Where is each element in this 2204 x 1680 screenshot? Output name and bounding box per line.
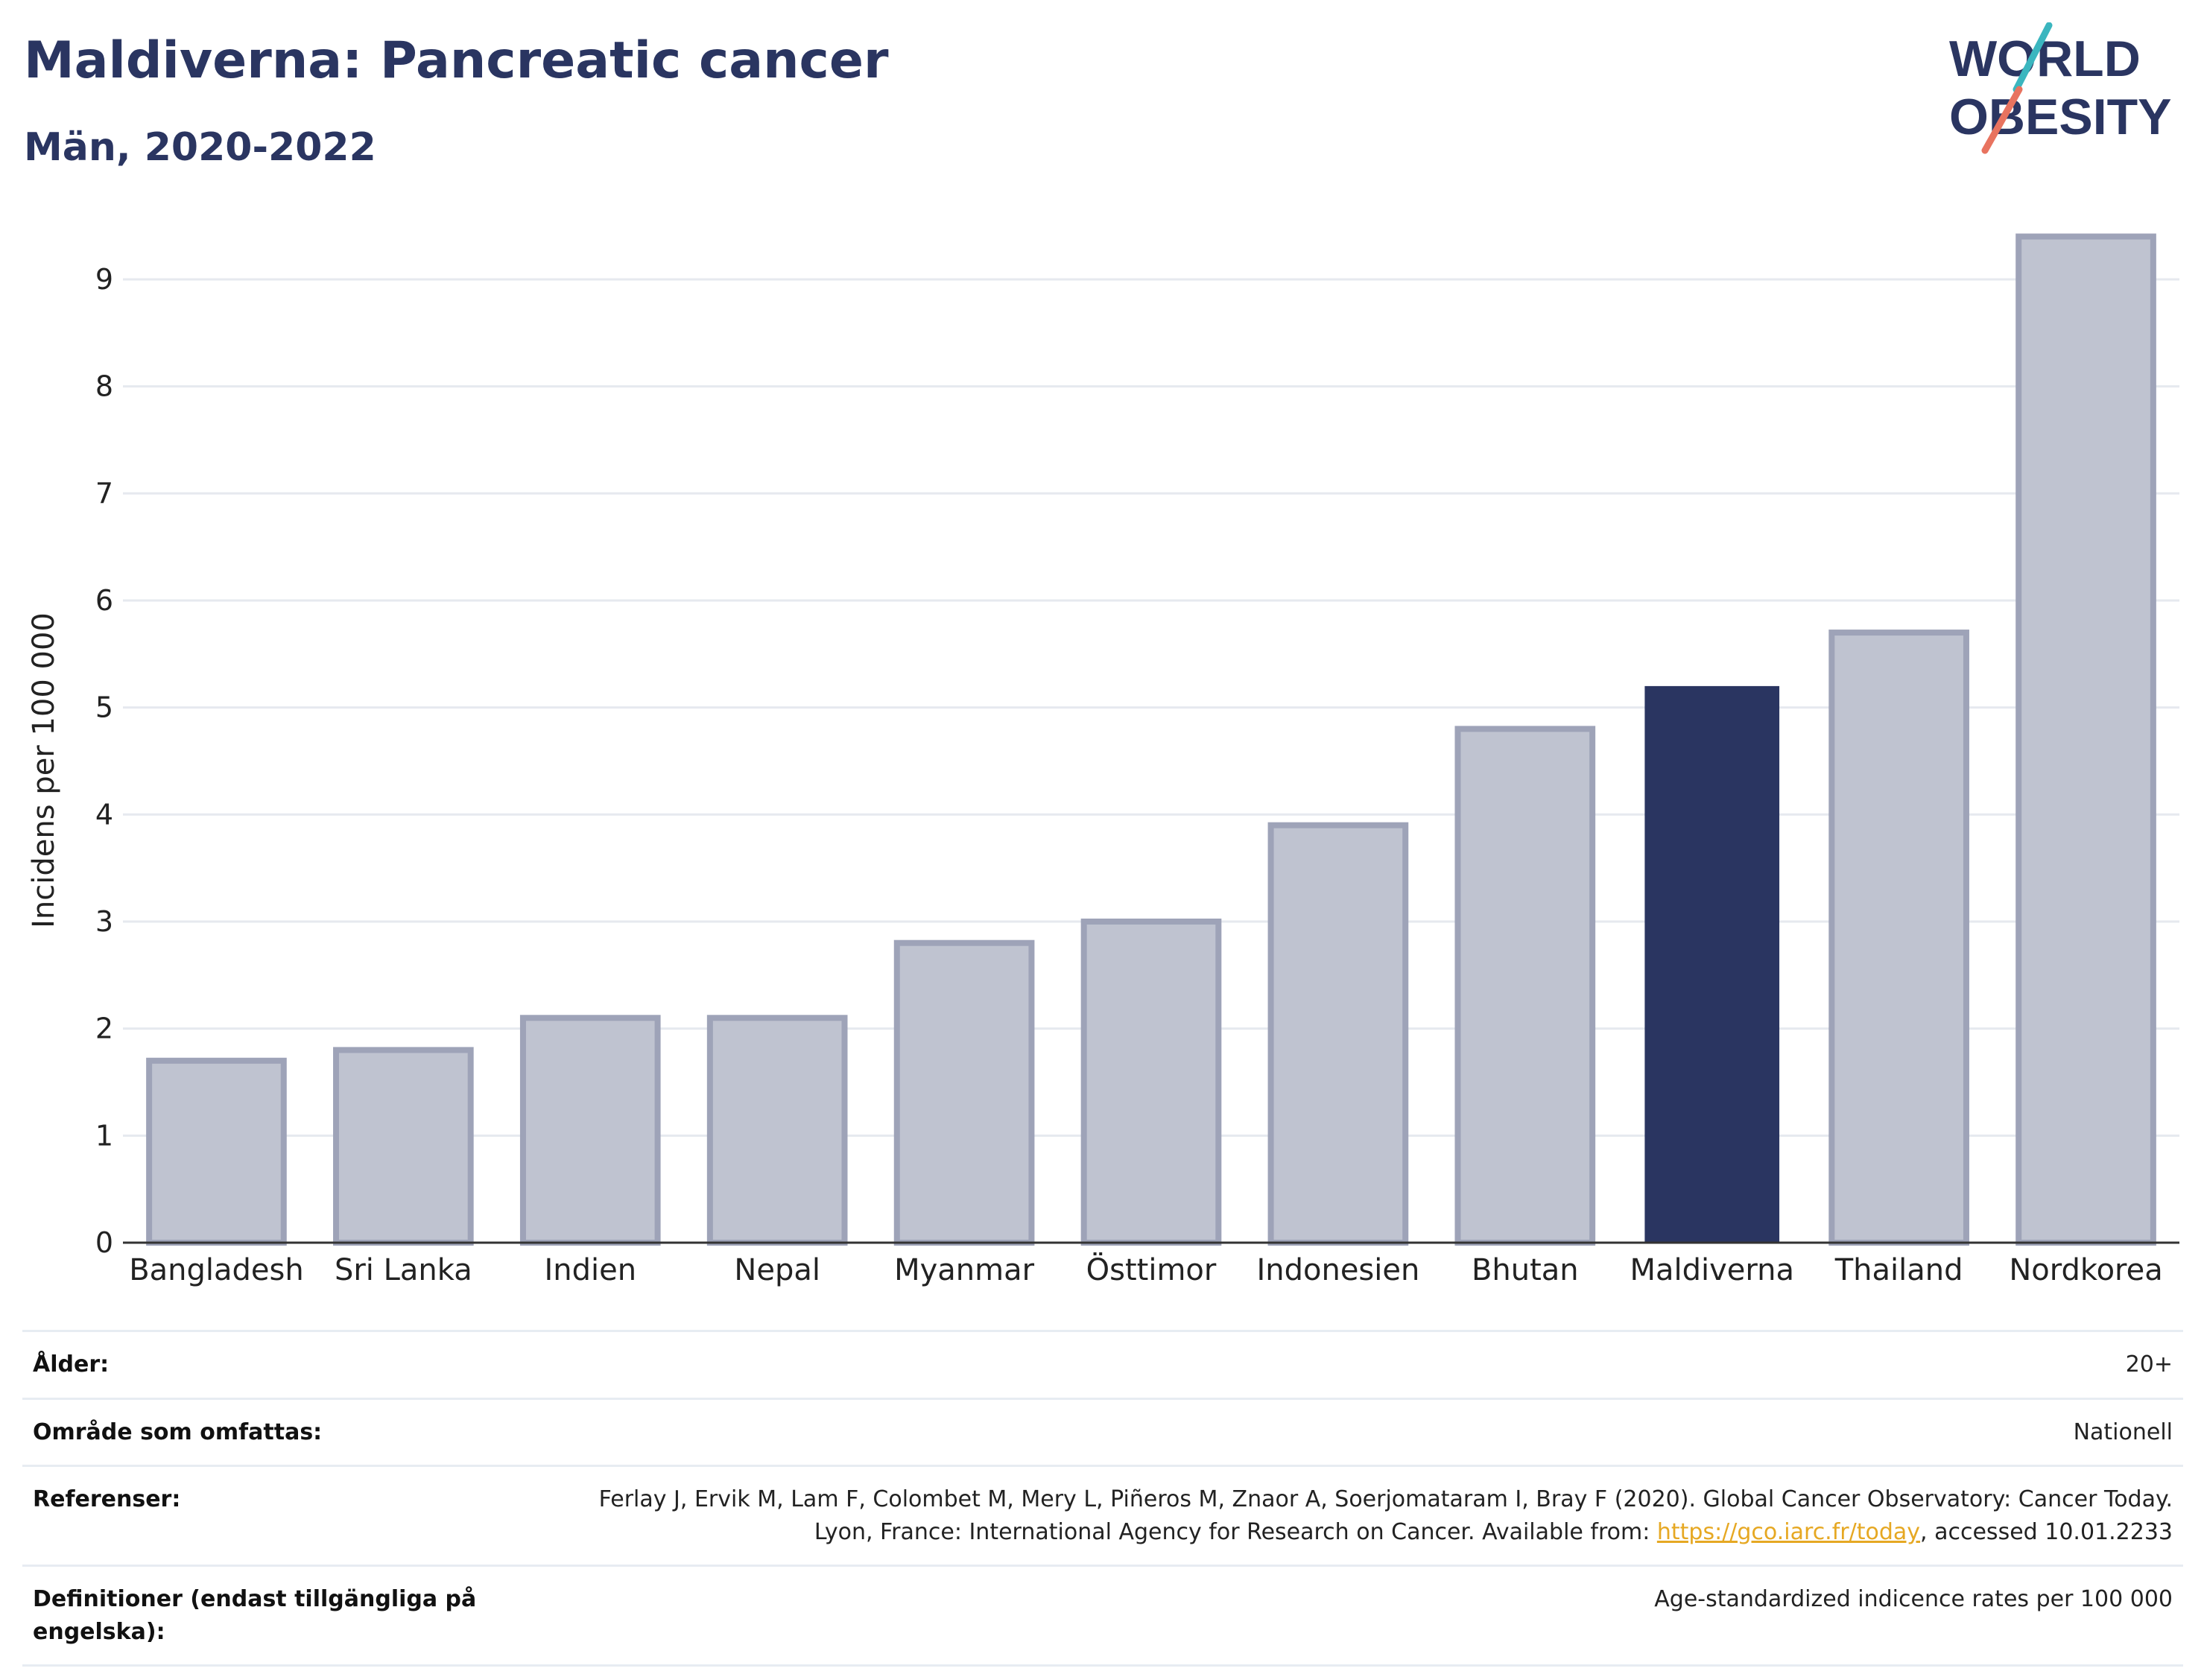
- references-text-2: , accessed 10.01.2233: [1920, 1518, 2173, 1545]
- info-row-area: Område som omfattas: Nationell: [22, 1397, 2183, 1466]
- bar: [146, 1057, 287, 1246]
- x-tick-label: Bangladesh: [129, 1253, 304, 1287]
- bar-chart: 0 1 2 3 4 5 6 7 8 9 Bangladesh Sri Lanka Indien Nepa…: [27, 233, 2179, 1287]
- y-tick-label: 9: [95, 263, 113, 296]
- x-tick-label: Indonesien: [1256, 1253, 1419, 1287]
- y-tick-label: 0: [95, 1226, 113, 1259]
- x-tick-label: Myanmar: [894, 1253, 1035, 1287]
- y-tick-label: 2: [95, 1012, 113, 1045]
- bar: [333, 1047, 474, 1246]
- references-link[interactable]: https://gco.iarc.fr/today: [1656, 1518, 1921, 1545]
- bar: [706, 1015, 848, 1246]
- references-value: Ferlay J, Ervik M, Lam F, Colombet M, Me…: [580, 1465, 2183, 1566]
- x-tick-label: Östtimor: [1086, 1252, 1217, 1287]
- info-row-definitions: Definitioner (endast tillgängliga på eng…: [22, 1565, 2183, 1667]
- definitions-label: Definitioner (endast tillgängliga på eng…: [22, 1565, 580, 1667]
- bar: [2015, 233, 2156, 1246]
- y-tick-label: 5: [95, 691, 113, 724]
- x-axis-ticks: Bangladesh Sri Lanka Indien Nepal Myanmar Öst…: [129, 1252, 2163, 1287]
- y-axis-label: Incidens per 100 000: [27, 612, 61, 928]
- x-tick-label: Indien: [544, 1253, 636, 1287]
- logo-line-obesity: OBESITY: [1949, 89, 2172, 145]
- bar-highlighted: [1644, 685, 1780, 1243]
- page-title: Maldiverna: Pancreatic cancer: [24, 31, 889, 90]
- bar: [1454, 726, 1596, 1246]
- x-tick-label: Maldiverna: [1630, 1253, 1794, 1287]
- info-table: Ålder: 20+ Område som omfattas: Nationel…: [22, 1330, 2183, 1667]
- y-tick-label: 4: [95, 798, 113, 831]
- info-row-age: Ålder: 20+: [22, 1330, 2183, 1398]
- x-tick-label: Thailand: [1834, 1253, 1963, 1287]
- bar: [519, 1015, 661, 1246]
- x-tick-label: Sri Lanka: [335, 1253, 472, 1287]
- y-tick-label: 1: [95, 1119, 113, 1152]
- y-tick-label: 3: [95, 905, 113, 938]
- area-value: Nationell: [580, 1397, 2183, 1466]
- logo-slash-teal: [2013, 22, 2053, 93]
- bar: [893, 939, 1035, 1246]
- y-axis-ticks: 0 1 2 3 4 5 6 7 8 9: [95, 263, 113, 1259]
- info-row-references: Referenser: Ferlay J, Ervik M, Lam F, Co…: [22, 1465, 2183, 1566]
- y-tick-label: 7: [95, 477, 113, 510]
- bar: [1080, 918, 1222, 1246]
- page-subtitle: Män, 2020-2022: [24, 125, 376, 170]
- definitions-value: Age-standardized indicence rates per 100…: [580, 1565, 2183, 1667]
- x-tick-label: Nordkorea: [2009, 1253, 2162, 1287]
- logo-slash-coral: [1981, 86, 2023, 154]
- world-obesity-logo: WORLD OBESITY: [1949, 22, 2172, 154]
- bar: [1267, 822, 1409, 1246]
- bar: [1828, 630, 1969, 1246]
- x-tick-label: Bhutan: [1472, 1253, 1579, 1287]
- x-tick-label: Nepal: [734, 1253, 820, 1287]
- y-tick-label: 6: [95, 584, 113, 617]
- age-label: Ålder:: [22, 1330, 580, 1398]
- area-label: Område som omfattas:: [22, 1397, 580, 1466]
- age-value: 20+: [580, 1330, 2183, 1398]
- references-text-1: Ferlay J, Ervik M, Lam F, Colombet M, Me…: [598, 1486, 2173, 1545]
- references-label: Referenser:: [22, 1465, 580, 1566]
- y-tick-label: 8: [95, 370, 113, 403]
